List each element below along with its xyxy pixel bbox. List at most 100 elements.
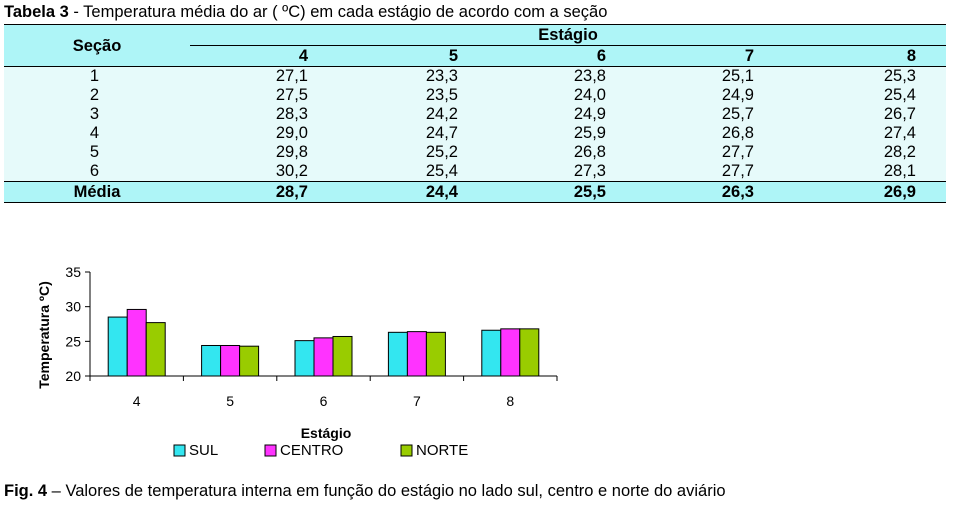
avg-value: 26,3 <box>636 181 784 203</box>
header-stage-7: 7 <box>636 45 784 67</box>
y-tick-label: 20 <box>65 368 81 384</box>
figure-caption: Fig. 4 – Valores de temperatura interna … <box>4 482 726 501</box>
row-secao: 4 <box>89 124 100 142</box>
bar-centro-7 <box>406 331 427 377</box>
bar-sul-6 <box>294 340 315 377</box>
bar-centro-8 <box>500 328 521 377</box>
cell-value: 25,4 <box>425 162 458 180</box>
table-row: 2 27,5 23,5 24,0 24,9 25,4 <box>4 86 946 105</box>
avg-value: 24,4 <box>338 181 488 203</box>
avg-value: 26,9 <box>784 181 946 203</box>
y-tick-label: 30 <box>65 299 81 315</box>
bar-sul-7 <box>387 331 408 377</box>
bar-norte-5 <box>239 345 260 377</box>
x-tick-label: 4 <box>133 393 141 409</box>
chart-axes: 20 25 30 35 4 5 6 7 8 <box>65 264 558 409</box>
cell-value: 25,9 <box>573 124 606 142</box>
cell-value: 29,0 <box>275 124 308 142</box>
bar-sul-8 <box>481 329 502 377</box>
cell-value: 27,1 <box>275 67 308 85</box>
bar-centro-6 <box>313 337 334 377</box>
row-secao: 1 <box>89 67 100 85</box>
header-stage-5: 5 <box>338 45 488 67</box>
cell-value: 25,1 <box>721 67 754 85</box>
table-header-row-1: Seção Estágio <box>4 24 946 67</box>
legend-label-norte: NORTE <box>416 442 468 459</box>
cell-value: 27,3 <box>573 162 606 180</box>
table-title-text: - Temperatura média do ar ( ºC) em cada … <box>68 3 608 21</box>
cell-value: 27,7 <box>721 143 754 161</box>
bar-centro-4 <box>126 308 147 377</box>
cell-value: 23,8 <box>573 67 606 85</box>
legend-swatch-centro <box>264 444 277 457</box>
cell-value: 30,2 <box>275 162 308 180</box>
bar-sul-4 <box>107 316 128 377</box>
cell-value: 26,8 <box>573 143 606 161</box>
y-axis-label: Temperatura ºC) <box>36 281 52 389</box>
x-axis-label: Estágio <box>301 425 352 441</box>
table-row: 4 29,0 24,7 25,9 26,8 27,4 <box>4 124 946 143</box>
cell-value: 24,9 <box>721 86 754 104</box>
cell-value: 25,3 <box>883 67 916 85</box>
table-row: 5 29,8 25,2 26,8 27,7 28,2 <box>4 143 946 162</box>
table-avg-row: Média 28,7 24,4 25,5 26,3 26,9 <box>4 181 946 203</box>
header-stage-4: 4 <box>190 45 338 67</box>
cell-value: 28,1 <box>883 162 916 180</box>
table-title: Tabela 3 - Temperatura média do ar ( ºC)… <box>4 3 607 22</box>
avg-value: 25,5 <box>488 181 636 203</box>
caption-text: – Valores de temperatura interna em funç… <box>47 482 726 500</box>
cell-value: 29,8 <box>275 143 308 161</box>
header-stage-6: 6 <box>488 45 636 67</box>
cell-value: 26,7 <box>883 105 916 123</box>
x-tick-label: 7 <box>413 393 421 409</box>
header-secao: Seção <box>4 24 190 67</box>
cell-value: 27,7 <box>721 162 754 180</box>
cell-value: 25,2 <box>425 143 458 161</box>
legend-label-centro: CENTRO <box>280 442 343 459</box>
chart-legend: SUL CENTRO NORTE <box>173 442 468 459</box>
y-tick-label: 35 <box>65 264 81 280</box>
y-tick-label: 25 <box>65 333 81 349</box>
table-title-label: Tabela 3 <box>4 3 69 21</box>
x-tick-label: 5 <box>226 393 234 409</box>
cell-value: 23,3 <box>425 67 458 85</box>
cell-value: 27,5 <box>275 86 308 104</box>
cell-value: 24,0 <box>573 86 606 104</box>
legend-label-sul: SUL <box>189 442 218 459</box>
cell-value: 25,7 <box>721 105 754 123</box>
legend-swatch-sul <box>173 444 186 457</box>
cell-value: 23,5 <box>425 86 458 104</box>
row-secao: 5 <box>89 143 100 161</box>
cell-value: 25,4 <box>883 86 916 104</box>
avg-label: Média <box>4 181 190 203</box>
table-row: 3 28,3 24,2 24,9 25,7 26,7 <box>4 105 946 124</box>
avg-value: 28,7 <box>190 181 338 203</box>
cell-value: 24,7 <box>425 124 458 142</box>
bar-norte-4 <box>145 322 166 377</box>
caption-label: Fig. 4 <box>4 482 48 500</box>
table-row: 6 30,2 25,4 27,3 27,7 28,1 <box>4 162 946 182</box>
legend-swatch-norte <box>400 444 413 457</box>
bar-norte-7 <box>425 331 446 377</box>
row-secao: 3 <box>89 105 100 123</box>
temperature-chart: 20 25 30 35 4 5 6 7 8 Temperatura ºC) Estágio SU… <box>36 264 558 459</box>
header-stage-8: 8 <box>784 45 946 67</box>
cell-value: 28,2 <box>883 143 916 161</box>
bar-centro-5 <box>220 344 241 377</box>
table-body: 1 27,1 23,3 23,8 25,1 25,3 2 27,5 23,5 24,0 24,9 25… <box>4 66 946 182</box>
x-tick-label: 6 <box>320 393 328 409</box>
row-secao: 6 <box>89 162 100 180</box>
bar-norte-8 <box>519 328 540 377</box>
cell-value: 24,2 <box>425 105 458 123</box>
x-tick-label: 8 <box>506 393 514 409</box>
cell-value: 28,3 <box>275 105 308 123</box>
cell-value: 27,4 <box>883 124 916 142</box>
table-row: 1 27,1 23,3 23,8 25,1 25,3 <box>4 66 946 86</box>
bar-sul-5 <box>201 344 222 377</box>
header-estagio: Estágio <box>190 24 946 46</box>
cell-value: 24,9 <box>573 105 606 123</box>
bar-norte-6 <box>332 335 353 377</box>
row-secao: 2 <box>89 86 100 104</box>
